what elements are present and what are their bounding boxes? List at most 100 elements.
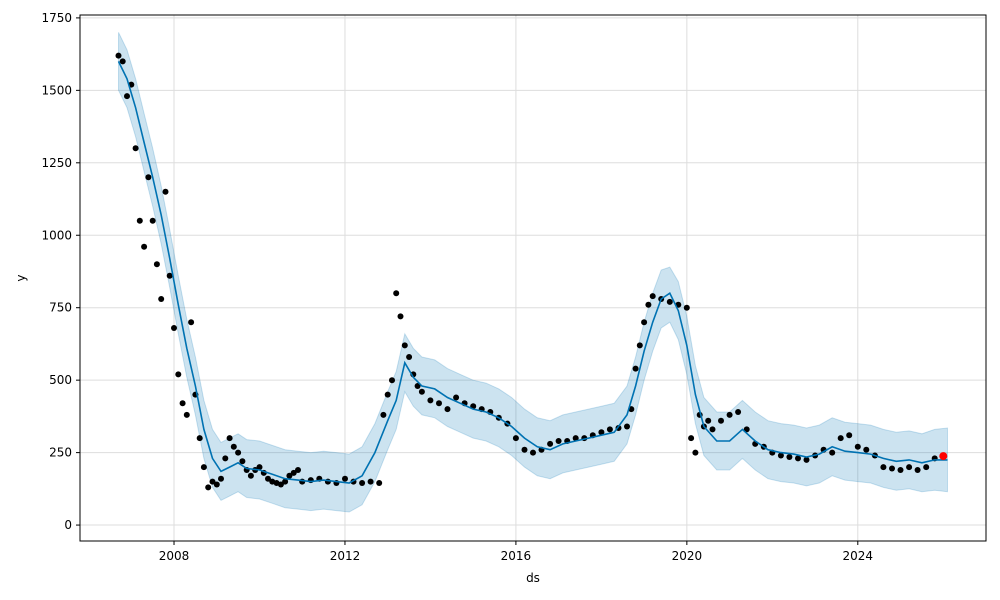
y-tick-label-0: 0 <box>64 518 72 532</box>
observed-point-27 <box>230 443 237 450</box>
observed-point-15 <box>179 400 186 407</box>
observed-point-84 <box>606 426 613 433</box>
observed-point-6 <box>141 243 148 250</box>
observed-point-116 <box>829 449 836 456</box>
observed-point-78 <box>555 438 562 444</box>
observed-point-123 <box>889 465 895 472</box>
y-axis-label: y <box>14 274 28 281</box>
observed-point-4 <box>132 145 139 152</box>
observed-point-91 <box>645 301 652 308</box>
forecast-path <box>117 61 948 484</box>
x-axis-label: ds <box>526 571 540 585</box>
observed-point-83 <box>598 429 605 436</box>
observed-point-75 <box>530 449 536 456</box>
observed-point-89 <box>636 342 643 349</box>
observed-point-54 <box>384 391 391 398</box>
y-axis-ticks: 0 250 500 750 1000 1250 1500 1750 <box>41 11 80 532</box>
observed-point-9 <box>153 261 160 268</box>
observed-point-103 <box>718 417 724 424</box>
highlight-point <box>939 452 948 461</box>
observed-point-110 <box>777 452 784 459</box>
observed-point-35 <box>265 475 271 482</box>
observed-point-24 <box>218 475 224 482</box>
observed-point-17 <box>188 319 195 326</box>
y-tick-label-5: 1250 <box>41 156 72 170</box>
observed-point-97 <box>688 435 695 442</box>
observed-point-2 <box>124 93 130 100</box>
y-tick-label-3: 750 <box>49 301 72 315</box>
observed-point-127 <box>923 464 930 471</box>
observed-point-21 <box>205 484 212 491</box>
x-tick-label-4: 2024 <box>843 549 874 563</box>
observed-point-90 <box>641 319 648 326</box>
x-axis-ticks: 2008 2012 2016 2020 2024 <box>159 541 873 563</box>
observed-point-0 <box>115 52 122 59</box>
observed-point-118 <box>846 432 853 439</box>
observed-point-1 <box>119 58 126 65</box>
plot-frame <box>79 14 987 542</box>
y-tick-label-6: 1500 <box>41 83 72 97</box>
observed-point-88 <box>632 365 639 372</box>
forecast-line <box>117 61 948 484</box>
observed-point-5 <box>136 217 143 224</box>
observed-point-66 <box>453 394 460 401</box>
y-tick-label-2: 500 <box>49 373 72 387</box>
observed-point-25 <box>222 455 229 462</box>
observed-point-53 <box>380 411 387 418</box>
observed-point-86 <box>624 423 630 430</box>
observed-point-52 <box>376 480 383 486</box>
observed-point-29 <box>239 458 246 465</box>
observed-point-64 <box>436 400 442 407</box>
observed-point-98 <box>692 449 699 456</box>
observed-point-38 <box>277 481 284 488</box>
observed-point-50 <box>359 480 366 486</box>
observed-point-102 <box>709 426 716 433</box>
observed-point-80 <box>572 435 579 442</box>
x-tick-label-1: 2012 <box>330 549 361 563</box>
observed-point-10 <box>158 296 165 302</box>
observed-point-40 <box>286 472 293 479</box>
observed-point-59 <box>406 354 413 360</box>
observed-point-28 <box>235 449 242 456</box>
observed-point-56 <box>393 290 400 297</box>
grid-lines <box>80 15 986 541</box>
observed-point-14 <box>175 371 182 378</box>
observed-point-124 <box>897 467 904 473</box>
observed-point-7 <box>145 174 152 181</box>
observed-points <box>115 52 938 491</box>
observed-point-62 <box>418 388 425 395</box>
observed-point-96 <box>683 304 690 311</box>
x-tick-label-2: 2016 <box>501 549 532 563</box>
y-tick-label-4: 1000 <box>41 228 72 242</box>
observed-point-105 <box>735 409 742 415</box>
observed-point-13 <box>171 325 177 331</box>
observed-point-126 <box>914 467 921 473</box>
observed-point-122 <box>880 464 887 471</box>
observed-point-119 <box>854 443 861 450</box>
observed-point-19 <box>196 435 203 442</box>
observed-point-39 <box>282 478 289 485</box>
observed-point-111 <box>786 454 793 460</box>
observed-point-11 <box>162 188 169 195</box>
observed-point-22 <box>209 478 216 485</box>
observed-point-33 <box>256 464 263 471</box>
observed-point-31 <box>247 472 254 479</box>
observed-point-101 <box>705 417 712 424</box>
x-tick-label-3: 2020 <box>672 549 703 563</box>
observed-point-8 <box>149 217 156 224</box>
observed-point-42 <box>295 467 301 473</box>
observed-point-120 <box>863 446 870 453</box>
observed-point-113 <box>803 456 810 463</box>
uncertainty-band <box>118 32 948 513</box>
observed-point-65 <box>444 406 451 413</box>
observed-point-57 <box>397 313 404 320</box>
observed-point-23 <box>213 481 220 488</box>
y-tick-label-1: 250 <box>49 446 72 460</box>
observed-point-48 <box>342 475 348 482</box>
band-area <box>118 32 948 513</box>
observed-point-117 <box>837 435 844 442</box>
observed-point-55 <box>389 377 395 384</box>
x-tick-label-0: 2008 <box>159 549 190 563</box>
y-tick-label-7: 1750 <box>41 11 72 25</box>
